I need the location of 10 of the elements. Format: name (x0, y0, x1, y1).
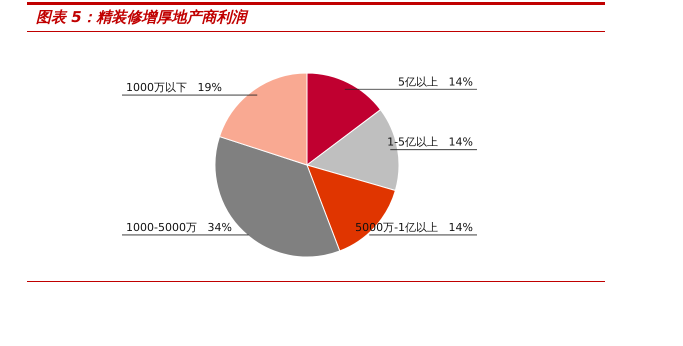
data-label: 14% (448, 220, 473, 234)
data-label: 14% (448, 136, 473, 149)
slice-label: 1000万以下 (126, 81, 187, 94)
slice-label: 1-5亿以上 (387, 136, 438, 149)
slice-label: 5亿以上 (398, 75, 438, 88)
chart-title: 图表 5：精装修增厚地产商利润 (36, 8, 247, 27)
slice-label: 1000-5000万 (126, 220, 197, 234)
data-label: 19% (198, 81, 222, 94)
data-label: 14% (448, 75, 473, 88)
data-label: 34% (207, 220, 232, 234)
